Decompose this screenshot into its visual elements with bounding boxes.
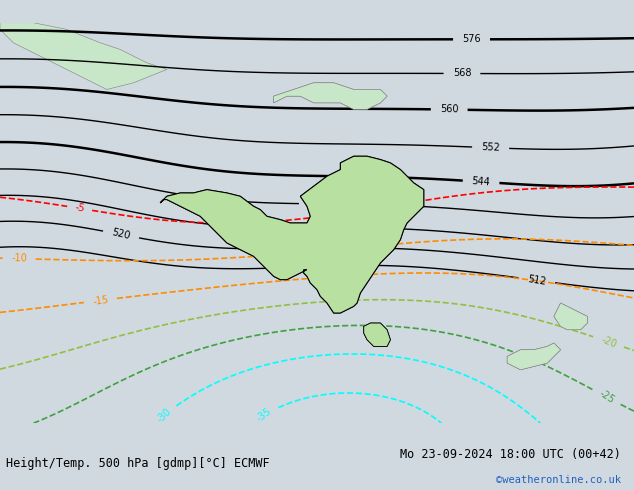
Text: -5: -5 (74, 202, 86, 214)
Text: 520: 520 (111, 227, 131, 242)
Text: -15: -15 (92, 294, 109, 307)
Text: 536: 536 (308, 199, 327, 209)
Polygon shape (364, 323, 391, 346)
Text: -35: -35 (255, 406, 274, 424)
Text: -25: -25 (597, 389, 616, 406)
Polygon shape (160, 156, 424, 313)
Text: 544: 544 (472, 176, 491, 188)
Text: -10: -10 (11, 253, 27, 264)
Polygon shape (274, 83, 387, 109)
Text: 568: 568 (453, 69, 471, 78)
Text: 552: 552 (481, 142, 500, 153)
Text: 512: 512 (527, 274, 547, 287)
Polygon shape (554, 303, 587, 330)
Polygon shape (364, 323, 391, 346)
Text: ©weatheronline.co.uk: ©weatheronline.co.uk (496, 475, 621, 485)
Text: 560: 560 (440, 104, 458, 115)
Polygon shape (507, 343, 560, 370)
Text: 576: 576 (462, 34, 481, 44)
Text: 528: 528 (313, 222, 331, 233)
Text: -30: -30 (155, 406, 173, 424)
Polygon shape (160, 156, 424, 313)
Text: Mo 23-09-2024 18:00 UTC (00+42): Mo 23-09-2024 18:00 UTC (00+42) (401, 447, 621, 461)
Polygon shape (0, 23, 167, 90)
Text: Height/Temp. 500 hPa [gdmp][°C] ECMWF: Height/Temp. 500 hPa [gdmp][°C] ECMWF (6, 457, 270, 470)
Polygon shape (554, 303, 587, 330)
Polygon shape (507, 343, 560, 370)
Polygon shape (274, 83, 387, 109)
Text: -20: -20 (599, 334, 618, 349)
